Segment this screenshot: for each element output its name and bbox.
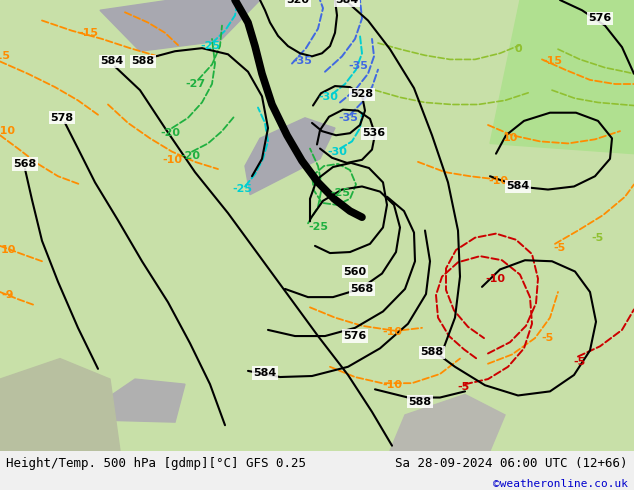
Text: 584: 584: [100, 56, 124, 67]
Polygon shape: [390, 394, 505, 451]
Text: -10: -10: [162, 155, 182, 165]
Text: -10: -10: [485, 274, 505, 284]
Text: -35: -35: [292, 56, 312, 67]
Text: -5: -5: [574, 357, 586, 367]
Text: -35: -35: [338, 113, 358, 123]
Text: 584: 584: [335, 0, 359, 5]
Text: Sa 28-09-2024 06:00 UTC (12+66): Sa 28-09-2024 06:00 UTC (12+66): [395, 457, 628, 469]
Text: 10: 10: [0, 245, 16, 255]
Text: 568: 568: [351, 284, 373, 294]
Text: -5: -5: [554, 243, 566, 253]
Text: 520: 520: [287, 0, 309, 5]
Text: 0: 0: [514, 44, 522, 54]
Text: -9: -9: [2, 290, 14, 300]
Text: 536: 536: [363, 128, 385, 138]
Text: -10: -10: [382, 380, 402, 390]
Text: 568: 568: [13, 159, 37, 169]
Polygon shape: [100, 379, 185, 422]
Text: -25: -25: [200, 41, 220, 51]
Text: -10: -10: [488, 176, 508, 186]
Text: -10: -10: [382, 327, 402, 337]
Text: -15: -15: [0, 51, 10, 61]
Text: 10: 10: [502, 133, 518, 143]
Text: -25: -25: [330, 188, 350, 197]
Text: -15: -15: [542, 56, 562, 67]
Polygon shape: [510, 36, 590, 92]
Polygon shape: [0, 359, 120, 451]
Text: -30: -30: [318, 92, 338, 102]
Text: 578: 578: [51, 113, 74, 123]
Text: 576: 576: [588, 13, 612, 24]
Polygon shape: [245, 118, 335, 195]
Text: -5: -5: [542, 333, 554, 343]
Polygon shape: [490, 0, 634, 154]
Text: -25: -25: [308, 222, 328, 232]
Text: ©weatheronline.co.uk: ©weatheronline.co.uk: [493, 479, 628, 489]
Text: Height/Temp. 500 hPa [gdmp][°C] GFS 0.25: Height/Temp. 500 hPa [gdmp][°C] GFS 0.25: [6, 457, 306, 469]
Text: -5: -5: [592, 233, 604, 243]
Polygon shape: [100, 0, 260, 51]
Text: -20: -20: [180, 151, 200, 161]
Text: -20: -20: [160, 128, 180, 138]
Text: 576: 576: [344, 331, 366, 341]
Text: -5: -5: [458, 382, 470, 392]
Text: -10: -10: [0, 126, 15, 136]
Text: -25: -25: [232, 184, 252, 194]
Text: -15: -15: [78, 28, 98, 38]
Text: 584: 584: [507, 181, 529, 192]
Text: -30: -30: [327, 147, 347, 157]
Text: -27: -27: [185, 79, 205, 89]
Text: 588: 588: [408, 396, 432, 407]
Text: 560: 560: [344, 267, 366, 276]
Text: 584: 584: [254, 368, 276, 378]
Text: 588: 588: [131, 56, 155, 67]
Text: 588: 588: [420, 347, 444, 357]
Text: 528: 528: [351, 89, 373, 99]
Text: -35: -35: [348, 61, 368, 71]
